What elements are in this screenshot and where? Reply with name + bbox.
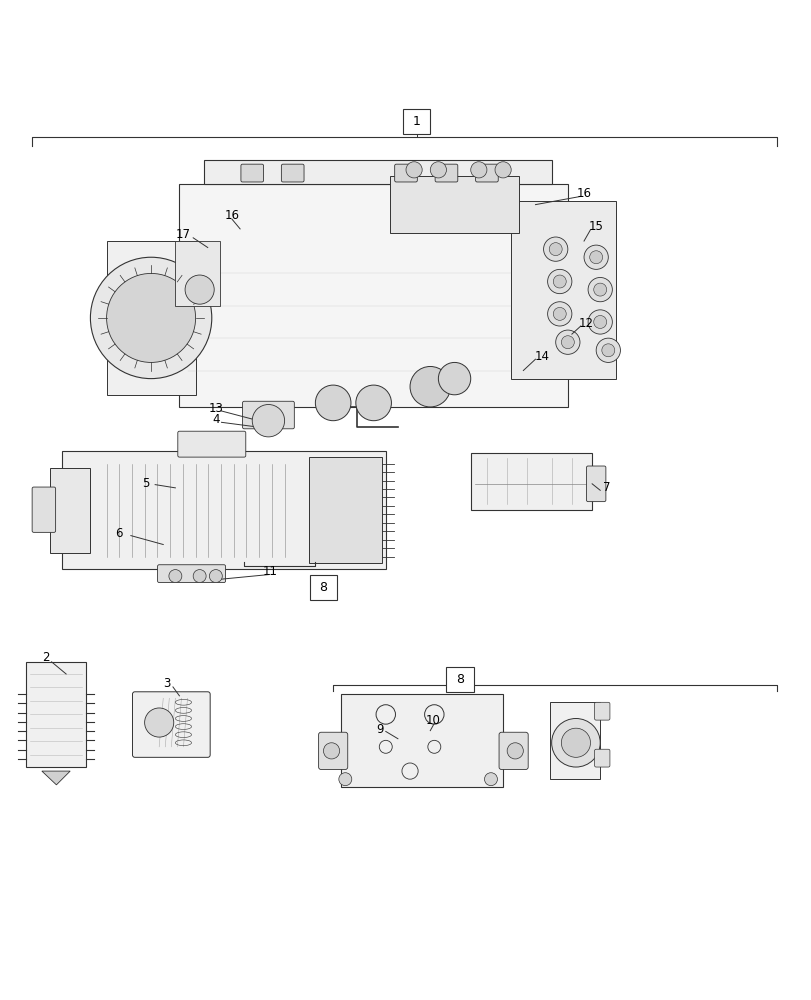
- FancyBboxPatch shape: [309, 575, 337, 600]
- Circle shape: [90, 257, 212, 379]
- FancyBboxPatch shape: [594, 749, 609, 767]
- Circle shape: [430, 162, 446, 178]
- FancyBboxPatch shape: [435, 164, 457, 182]
- Circle shape: [583, 245, 607, 269]
- Polygon shape: [106, 241, 195, 395]
- Polygon shape: [389, 176, 519, 233]
- Circle shape: [560, 336, 573, 349]
- Circle shape: [547, 302, 571, 326]
- Circle shape: [406, 162, 422, 178]
- Circle shape: [338, 773, 351, 786]
- Circle shape: [555, 330, 579, 354]
- Polygon shape: [42, 771, 70, 785]
- Circle shape: [543, 237, 567, 261]
- Circle shape: [589, 251, 602, 264]
- Circle shape: [548, 243, 561, 256]
- Circle shape: [144, 708, 174, 737]
- Text: 6: 6: [115, 527, 122, 540]
- Circle shape: [595, 338, 620, 362]
- Text: 8: 8: [456, 673, 464, 686]
- Text: 9: 9: [375, 723, 384, 736]
- Text: 17: 17: [176, 228, 191, 241]
- Text: 10: 10: [425, 714, 440, 727]
- Circle shape: [470, 162, 487, 178]
- Circle shape: [209, 570, 222, 583]
- FancyBboxPatch shape: [499, 732, 527, 769]
- Circle shape: [560, 728, 590, 757]
- FancyBboxPatch shape: [586, 466, 605, 502]
- Circle shape: [507, 743, 523, 759]
- Text: 11: 11: [262, 565, 277, 578]
- FancyBboxPatch shape: [178, 431, 246, 457]
- Circle shape: [169, 570, 182, 583]
- Text: 13: 13: [208, 402, 223, 415]
- FancyBboxPatch shape: [242, 401, 294, 429]
- Text: 12: 12: [578, 317, 593, 330]
- Circle shape: [587, 310, 611, 334]
- Text: 3: 3: [163, 677, 171, 690]
- Text: 16: 16: [576, 187, 590, 200]
- Circle shape: [593, 315, 606, 328]
- Polygon shape: [549, 702, 599, 779]
- Circle shape: [593, 283, 606, 296]
- Circle shape: [484, 773, 497, 786]
- Text: 8: 8: [319, 581, 327, 594]
- FancyBboxPatch shape: [594, 702, 609, 720]
- Text: 2: 2: [42, 651, 49, 664]
- Circle shape: [601, 344, 614, 357]
- Text: 5: 5: [142, 477, 149, 490]
- FancyBboxPatch shape: [475, 164, 498, 182]
- FancyBboxPatch shape: [402, 109, 430, 134]
- Circle shape: [323, 743, 339, 759]
- Circle shape: [438, 362, 470, 395]
- Polygon shape: [175, 241, 220, 306]
- Circle shape: [106, 273, 195, 362]
- Polygon shape: [341, 694, 503, 787]
- FancyBboxPatch shape: [281, 164, 303, 182]
- Circle shape: [495, 162, 511, 178]
- Text: 4: 4: [212, 413, 219, 426]
- Circle shape: [587, 277, 611, 302]
- Text: 7: 7: [603, 481, 610, 494]
- FancyBboxPatch shape: [318, 732, 347, 769]
- Circle shape: [193, 570, 206, 583]
- Polygon shape: [511, 201, 616, 379]
- Circle shape: [551, 718, 599, 767]
- FancyBboxPatch shape: [241, 164, 264, 182]
- Text: 1: 1: [412, 115, 420, 128]
- Circle shape: [252, 405, 285, 437]
- Polygon shape: [204, 160, 551, 184]
- Circle shape: [355, 385, 391, 421]
- Circle shape: [552, 275, 565, 288]
- FancyBboxPatch shape: [157, 565, 225, 583]
- Polygon shape: [470, 453, 591, 510]
- Polygon shape: [26, 662, 86, 767]
- Circle shape: [410, 366, 450, 407]
- Polygon shape: [179, 184, 567, 407]
- Circle shape: [315, 385, 350, 421]
- Polygon shape: [50, 468, 90, 553]
- Polygon shape: [62, 451, 385, 569]
- FancyBboxPatch shape: [132, 692, 210, 757]
- Text: 16: 16: [224, 209, 239, 222]
- FancyBboxPatch shape: [32, 487, 55, 532]
- Circle shape: [185, 275, 214, 304]
- FancyBboxPatch shape: [446, 667, 474, 692]
- Polygon shape: [308, 457, 381, 563]
- Circle shape: [552, 307, 565, 320]
- Circle shape: [547, 269, 571, 294]
- Text: 14: 14: [534, 350, 549, 363]
- Text: 15: 15: [588, 220, 603, 233]
- FancyBboxPatch shape: [394, 164, 417, 182]
